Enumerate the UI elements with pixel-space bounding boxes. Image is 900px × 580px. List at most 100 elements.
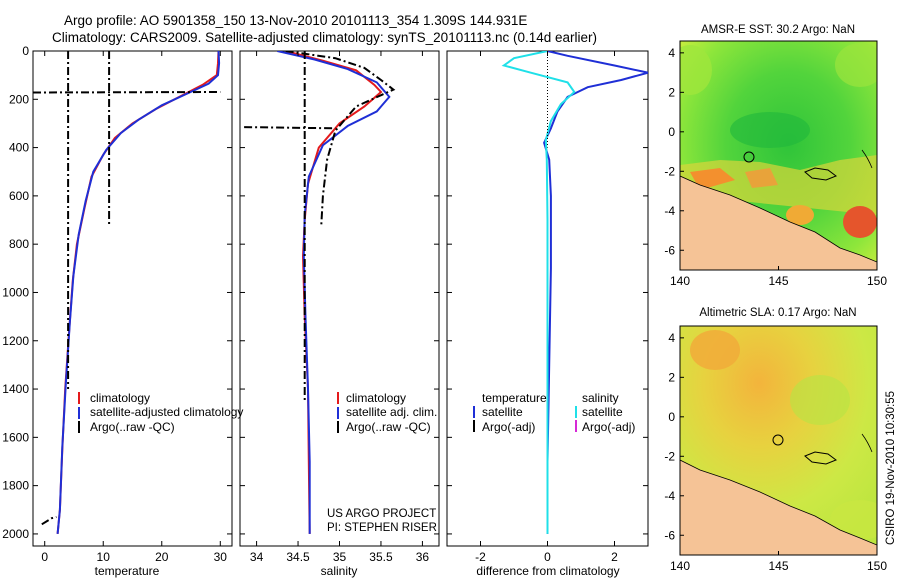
land-new-guinea: [680, 459, 877, 555]
credit-project: US ARGO PROJECT: [327, 508, 436, 520]
map-y-tick-label: -2: [664, 164, 675, 178]
x-tick-label: 34: [250, 550, 264, 564]
argo-location-marker: [743, 151, 755, 163]
sla-high-patch: [690, 330, 740, 370]
legend-temperature-title: temperature: [482, 391, 547, 405]
map-x-tick-label: 140: [670, 559, 690, 573]
map-x-tick-label: 150: [867, 274, 887, 288]
legend-temp-argo-label: Argo(-adj): [482, 420, 535, 434]
y-tick-label: 1400: [2, 382, 29, 396]
y-tick-label: 800: [9, 237, 29, 251]
x-tick-label: 35: [333, 550, 347, 564]
y-tick-label: 400: [9, 141, 29, 155]
figure-title-line2: Climatology: CARS2009. Satellite-adjuste…: [52, 30, 597, 45]
map-y-tick-label: -4: [664, 489, 675, 503]
x-tick-label: 20: [155, 550, 169, 564]
island-outline: [861, 149, 873, 169]
island-outline: [861, 433, 873, 453]
y-tick-label: 200: [9, 92, 29, 106]
sla-map-title: Altimetric SLA: 0.17 Argo: NaN: [699, 307, 856, 319]
legend-temp-satellite-label: satellite: [482, 405, 523, 419]
credit-pi: PI: STEPHEN RISER: [327, 522, 437, 534]
series-argo-raw-qc-cross: [244, 126, 336, 130]
legend-climatology-label: climatology: [90, 391, 150, 405]
x-tick-label: 10: [97, 550, 111, 564]
island-outline: [804, 451, 838, 465]
x-tick-label: -2: [475, 550, 486, 564]
map-y-tick-label: -6: [664, 243, 675, 257]
legend-satellite-label: satellite-adjusted climatology: [90, 405, 243, 419]
sst-hot-patch: [843, 206, 877, 238]
sst-map: [680, 41, 877, 270]
series-temperature-satellite: [543, 51, 648, 534]
map-y-tick-label: -2: [664, 449, 675, 463]
series-satellite-adjusted-climatology: [56, 51, 221, 534]
map-x-tick-label: 145: [768, 559, 788, 573]
y-tick-label: 1600: [2, 430, 29, 444]
salinity-axis-ticks: 34 34.5 35 35.5 36: [240, 50, 439, 564]
map-y-tick-label: -4: [664, 204, 675, 218]
csiro-stamp: CSIRO 19-Nov-2010 10:30:55: [885, 391, 897, 545]
temperature-legend: climatology satellite-adjusted climatolo…: [78, 391, 243, 434]
map-y-tick-label: 4: [668, 46, 675, 60]
x-tick-label: 34.5: [286, 550, 310, 564]
legend-satellite-label: satellite adj. clim.: [346, 405, 437, 419]
y-tick-label: 600: [9, 189, 29, 203]
sla-low-patch: [790, 375, 850, 425]
map-x-tick-label: 140: [670, 274, 690, 288]
sst-hot-patch: [690, 168, 735, 190]
legend-argo-label: Argo(..raw -QC): [90, 420, 175, 434]
legend-argo-label: Argo(..raw -QC): [346, 420, 431, 434]
temperature-panel-frame: [32, 50, 233, 547]
y-tick-label: 1200: [2, 334, 29, 348]
sst-cool-patch: [730, 112, 810, 148]
depth-axis-ticks: 0 200 400 600 800 1000 1200 1400 1600 1800 2000: [2, 44, 29, 541]
legend-sal-satellite-label: satellite: [582, 405, 623, 419]
sst-map-title: AMSR-E SST: 30.2 Argo: NaN: [701, 24, 855, 36]
sst-warm-patch: [835, 43, 877, 87]
y-tick-label: 2000: [2, 527, 29, 541]
series-salinity-satellite: [501, 51, 576, 534]
salinity-series: [244, 51, 396, 534]
temperature-axis-ticks: 0 10 20 30: [33, 50, 232, 564]
y-tick-label: 1000: [2, 285, 29, 299]
sst-hot-patch: [745, 168, 778, 188]
map-y-tick-label: -6: [664, 528, 675, 542]
difference-legend: temperature salinity satellite Argo(-adj…: [473, 391, 635, 434]
difference-axis-ticks: -2 0 2: [447, 50, 648, 564]
y-tick-label: 0: [22, 44, 29, 58]
sla-map-ticks: 140 145 150 4 2 0 -2 -4 -6: [664, 331, 887, 573]
map-x-tick-label: 150: [867, 559, 887, 573]
series-satellite-adj-clim-: [277, 51, 391, 534]
legend-sal-argo-label: Argo(-adj): [582, 420, 635, 434]
x-tick-label: 0: [544, 550, 551, 564]
temperature-series: [33, 51, 221, 534]
map-y-tick-label: 2: [668, 370, 675, 384]
salinity-axis-label: salinity: [321, 564, 358, 578]
map-x-tick-label: 145: [768, 274, 788, 288]
x-tick-label: 36: [416, 550, 430, 564]
series-climatology: [285, 51, 383, 534]
legend-salinity-title: salinity: [582, 391, 619, 405]
legend-climatology-label: climatology: [346, 391, 406, 405]
sst-warm-patch: [680, 45, 712, 95]
sst-map-ticks: 140 145 150 4 2 0 -2 -4 -6: [664, 46, 887, 288]
x-tick-label: 35.5: [369, 550, 393, 564]
x-tick-label: 2: [611, 550, 618, 564]
x-tick-label: 0: [41, 550, 48, 564]
salinity-legend: climatology satellite adj. clim. Argo(..…: [337, 391, 437, 434]
figure-title-line1: Argo profile: AO 5901358_150 13-Nov-2010…: [64, 13, 527, 28]
map-y-tick-label: 2: [668, 85, 675, 99]
sla-map: [680, 326, 877, 555]
y-tick-label: 1800: [2, 479, 29, 493]
map-y-tick-label: 4: [668, 331, 675, 345]
x-tick-label: 30: [214, 550, 228, 564]
map-y-tick-label: 0: [668, 410, 675, 424]
argo-location-marker: [772, 434, 784, 446]
difference-series: [501, 51, 648, 534]
island-outline: [804, 167, 838, 181]
series-argo-raw-qc-bottom: [41, 516, 57, 526]
sla-low-patch: [830, 500, 877, 540]
temperature-axis-label: temperature: [95, 564, 160, 578]
